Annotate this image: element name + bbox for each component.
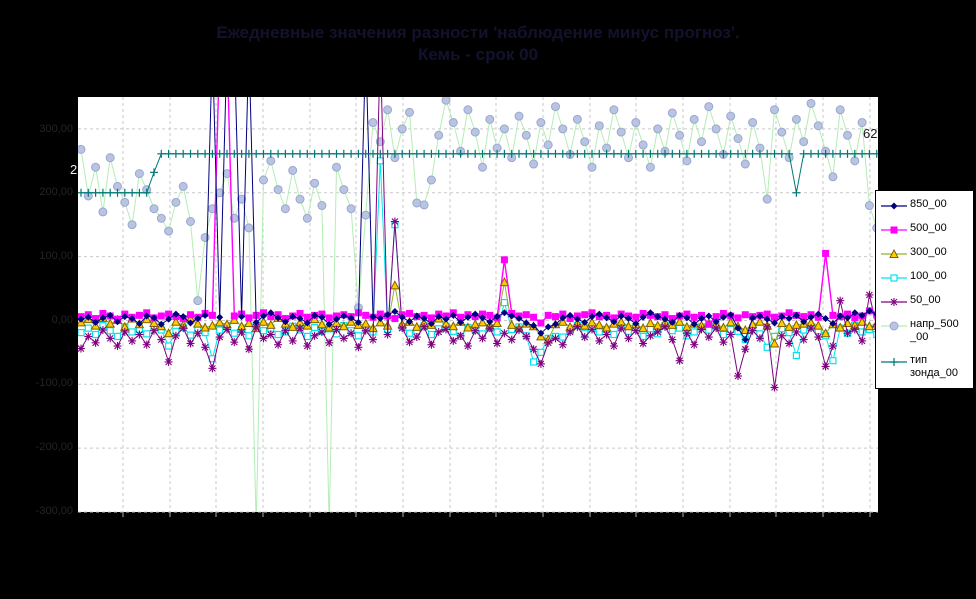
data-label-last-probe-type: 62 [863, 126, 878, 141]
data-label-first-probe-type: 2 [70, 162, 78, 177]
legend-marker-diamond-icon [881, 202, 907, 210]
y-axis-label: -300,00 [35, 505, 73, 517]
y-axis-label: 100,00 [39, 250, 73, 262]
series-тип зонда_00 [78, 149, 878, 197]
y-axis-label: 0,00 [51, 314, 73, 326]
plot-area [78, 97, 878, 518]
legend-item-5: 50_00 [880, 294, 969, 308]
legend-label: 300_00 [910, 246, 947, 258]
legend-marker-asterisk-icon [881, 298, 907, 306]
gridlines [78, 97, 878, 513]
y-axis-label: 300,00 [39, 123, 73, 135]
legend-marker-opensquare-icon [881, 274, 907, 282]
chart-title-line2: Кемь - срок 00 [417, 45, 539, 64]
legend-label: напр_500 _00 [910, 318, 959, 343]
x-axis-ticks [122, 512, 871, 517]
legend-item-2: 500_00 [880, 222, 969, 236]
chart-title-line1: Ежедневные значения разности 'наблюдение… [216, 23, 740, 42]
legend-item-6: напр_500 _00 [880, 318, 969, 344]
legend: 850_00 500_00 300_00 100_00 50_00 напр_500 _0… [875, 190, 974, 389]
series-850_00 [78, 97, 878, 344]
y-axis-label: 200,00 [39, 186, 73, 198]
legend-item-4: 100_00 [880, 270, 969, 284]
legend-label: 100_00 [910, 270, 947, 282]
legend-marker-triangle-icon [881, 248, 907, 258]
legend-label: 50_00 [910, 294, 941, 306]
chart-canvas [78, 97, 878, 517]
legend-label: 500_00 [910, 222, 947, 234]
chart-title: Ежедневные значения разности 'наблюдение… [78, 22, 878, 66]
y-axis-label: -200,00 [35, 441, 73, 453]
legend-label: тип зонда_00 [910, 354, 959, 379]
legend-marker-plus-icon [881, 358, 907, 366]
legend-marker-circle-icon [881, 321, 907, 331]
legend-item-1: 850_00 [880, 198, 969, 212]
legend-marker-square-icon [881, 226, 907, 234]
y-axis-label: -100,00 [35, 377, 73, 389]
series-50_00 [78, 97, 878, 392]
legend-item-3: 300_00 [880, 246, 969, 260]
legend-item-7: тип зонда_00 [880, 354, 969, 380]
legend-label: 850_00 [910, 198, 947, 210]
